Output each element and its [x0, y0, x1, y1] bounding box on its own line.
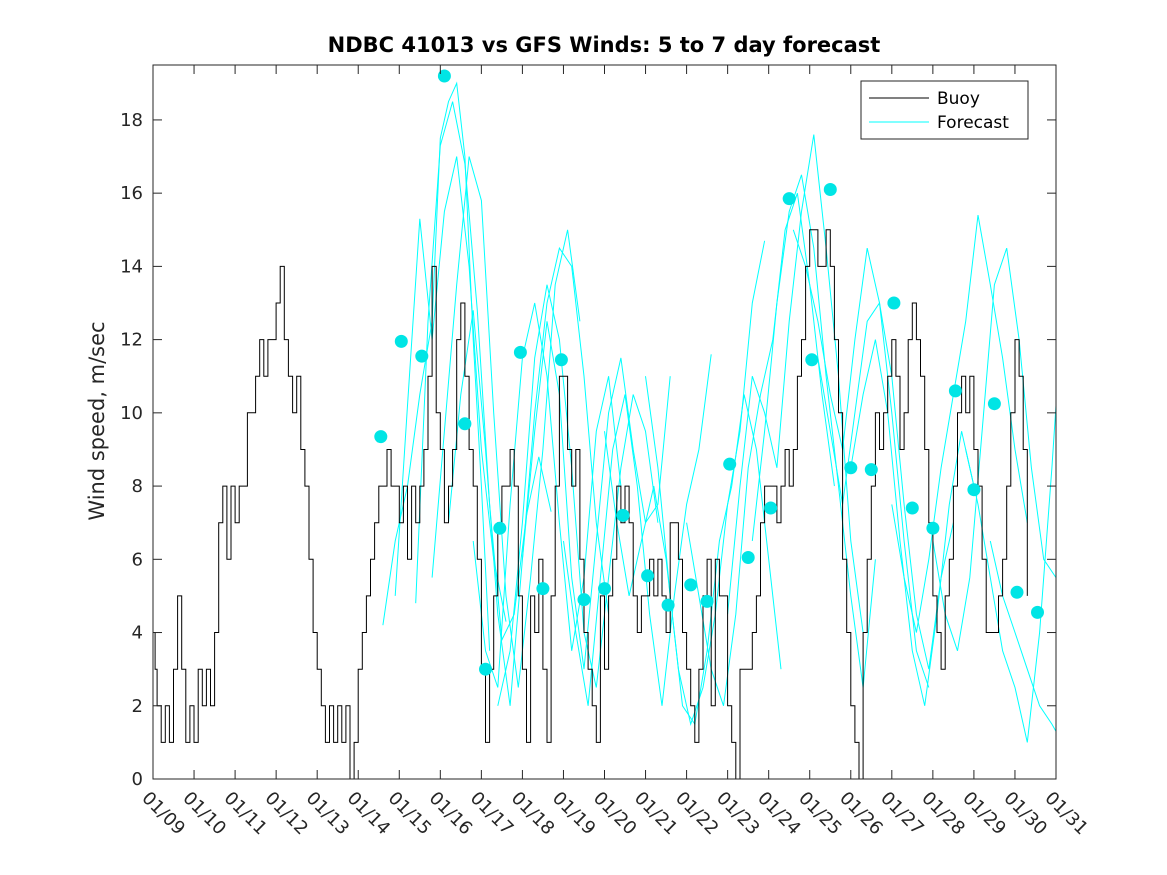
y-axis-ticks: 0 2 4 6 8 10 12 14 16 18 [120, 110, 1056, 790]
forecast-line-4 [431, 156, 581, 688]
forecast-marker [577, 593, 591, 607]
buoy-line [153, 229, 1028, 780]
y-tick-label: 14 [120, 256, 143, 277]
y-tick-label: 8 [132, 476, 143, 497]
forecast-markers [374, 69, 1044, 676]
y-tick-label: 2 [132, 696, 143, 717]
forecast-marker [493, 521, 507, 535]
legend-forecast-label: Forecast [937, 113, 1009, 133]
y-tick-label: 0 [132, 769, 143, 790]
legend-buoy-label: Buoy [937, 89, 980, 109]
legend: Buoy Forecast [860, 80, 1029, 140]
y-tick-label: 6 [132, 549, 143, 570]
forecast-marker [805, 353, 819, 367]
forecast-marker [661, 598, 675, 612]
plot-area [153, 65, 1056, 779]
y-tick-label: 12 [120, 330, 143, 351]
y-tick-label: 4 [132, 623, 143, 644]
forecast-marker [987, 397, 1001, 411]
forecast-line-14 [751, 174, 876, 688]
forecast-line-11 [645, 376, 782, 726]
forecast-marker [1031, 605, 1044, 619]
forecast-marker [641, 569, 655, 583]
buoy-line-group [153, 229, 1028, 780]
forecast-line-1 [382, 81, 491, 651]
forecast-marker [864, 463, 878, 477]
forecast-marker [764, 501, 778, 515]
legend-box [860, 80, 1029, 140]
forecast-marker [948, 384, 962, 398]
forecast-line-3 [415, 101, 552, 642]
forecast-marker [967, 483, 981, 497]
forecast-marker [844, 461, 858, 475]
forecast-marker [926, 521, 940, 535]
forecast-line-18 [891, 215, 1028, 633]
forecast-line-7 [497, 284, 659, 706]
forecast-line-13 [727, 134, 864, 633]
forecast-marker [437, 69, 451, 83]
y-tick-label: 16 [120, 183, 143, 204]
forecast-marker [415, 349, 429, 363]
forecast-line-15 [792, 229, 930, 688]
forecast-marker [513, 345, 527, 359]
forecast-marker [782, 192, 796, 206]
forecast-marker [684, 578, 698, 592]
forecast-marker [905, 501, 919, 515]
chart-title: NDBC 41013 vs GFS Winds: 5 to 7 day fore… [328, 33, 881, 57]
forecast-marker [887, 296, 901, 310]
forecast-marker [598, 582, 611, 596]
forecast-marker [741, 551, 755, 564]
forecast-lines [382, 81, 1057, 743]
forecast-line-9 [563, 354, 712, 706]
forecast-marker [700, 594, 714, 608]
forecast-marker [394, 334, 408, 348]
forecast-line-6 [472, 302, 622, 688]
forecast-marker [374, 430, 388, 444]
y-tick-label: 18 [120, 110, 143, 131]
forecast-marker [479, 662, 492, 676]
forecast-line-5 [448, 246, 610, 706]
forecast-marker [554, 353, 568, 367]
y-tick-label: 10 [120, 403, 143, 424]
forecast-marker [458, 417, 472, 431]
y-axis-label: Wind speed, m/sec [85, 321, 109, 520]
forecast-marker [723, 457, 737, 471]
forecast-marker [823, 183, 837, 196]
forecast-marker [536, 582, 550, 596]
forecast-line-19 [932, 247, 1057, 651]
forecast-marker [616, 508, 630, 522]
forecast-marker [1010, 585, 1024, 599]
forecast-line-2 [394, 156, 507, 622]
forecast-line-16 [817, 301, 954, 670]
forecast-line-17 [850, 339, 975, 706]
